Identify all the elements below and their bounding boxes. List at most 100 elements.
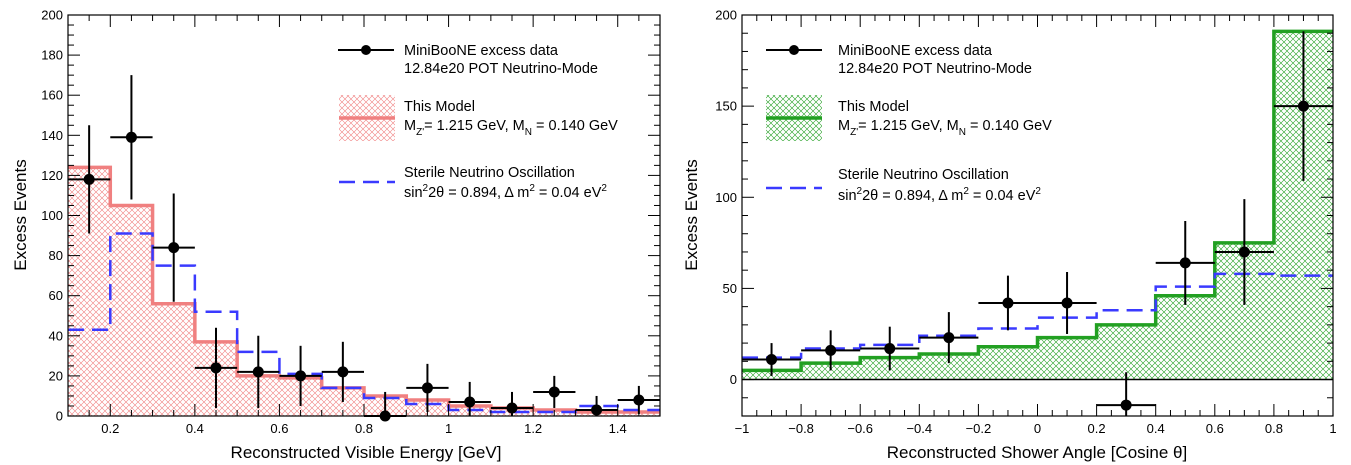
y-tick-label: 150 [715,99,737,114]
data-point-2 [860,326,920,371]
x-tick-label: 0.8 [355,421,373,436]
data-point-5 [279,345,322,406]
y-tick-label: 180 [41,48,63,63]
legend-model-label: This Model [838,99,909,115]
model-hatched-area [68,167,660,416]
data-point-2 [152,193,195,302]
data-points [68,75,660,422]
y-axis-label: Excess Events [682,159,701,271]
data-marker [943,332,955,344]
x-tick-label: −1 [735,421,750,436]
y-tick-label: 200 [715,8,737,23]
legend: MiniBooNE excess data 12.84e20 POT Neutr… [766,43,1052,204]
energy-chart-panel: 0.2 0.4 0.6 0.8 1 1.2 1.4 0 20 40 60 80 100 120 140 16… [11,8,661,462]
data-marker [548,386,560,398]
x-tick-label: 0.2 [101,421,119,436]
x-tick-label: 0.8 [1265,421,1283,436]
y-tick-label: 200 [41,8,63,23]
legend-data-marker [361,45,371,55]
y-tick-label: 120 [41,168,63,183]
angle-chart-panel: −1 −0.8 −0.6 −0.4 −0.2 0 0.2 0.4 0.6 0.8 1 0 50 100 1… [682,8,1337,463]
data-point-13 [617,385,660,414]
legend-osc-params: sin22θ = 0.894, Δ m2 = 0.04 eV2 [838,186,1041,204]
y-tick-label: 60 [49,288,63,303]
x-tick-label: −0.4 [906,421,932,436]
data-point-3 [194,327,238,408]
y-tick-label: 50 [723,281,737,296]
data-marker [1179,257,1191,269]
y-tick-label: 0 [56,409,63,424]
legend-model-label: This Model [404,99,475,115]
x-tick-label: 0 [1034,421,1041,436]
y-tick-label: 0 [730,372,737,387]
y-tick-labels: 0 20 40 60 80 100 120 140 160 180 200 [41,8,63,424]
y-tick-label: 80 [49,248,63,263]
data-marker [766,353,778,365]
y-tick-label: 160 [41,88,63,103]
x-tick-label: 0.6 [1206,421,1224,436]
x-tick-label: 0.6 [270,421,288,436]
data-marker [1297,100,1309,112]
data-marker [1002,297,1014,309]
model-filled-histogram [68,165,660,416]
data-point-0 [742,343,802,376]
data-point-5 [1037,272,1097,334]
data-marker [125,131,137,143]
data-point-4 [237,335,280,408]
x-tick-label: 0.4 [186,421,204,436]
x-tick-label: 0.2 [1088,421,1106,436]
data-marker [1120,399,1132,411]
data-point-7 [1155,220,1215,305]
data-point-8 [406,363,449,412]
data-marker [633,394,645,406]
data-point-1 [801,330,861,371]
legend-osc-params: sin22θ = 0.894, Δ m2 = 0.04 eV2 [404,183,607,201]
data-marker [464,396,476,408]
data-marker [252,366,264,378]
x-tick-label: −0.8 [788,421,814,436]
legend-data-label: MiniBooNE excess data [404,43,559,59]
data-marker [506,402,518,414]
x-tick-label: 1 [445,421,452,436]
y-tick-label: 140 [41,128,63,143]
data-points [742,31,1333,416]
data-marker [1061,297,1073,309]
x-tick-label: −0.6 [847,421,873,436]
x-tick-label: 0.4 [1147,421,1165,436]
data-marker [295,370,307,382]
data-marker [591,404,603,416]
x-tick-label: 1 [1329,421,1336,436]
x-axis-label: Reconstructed Visible Energy [GeV] [231,443,502,462]
data-marker [337,366,349,378]
axes-frame [741,14,1334,417]
x-tick-label: 1.2 [524,421,542,436]
legend-model-params: MZ'= 1.215 GeV, MN = 0.140 GeV [404,118,618,138]
data-marker [83,173,95,185]
data-point-0 [68,125,111,234]
data-marker [1238,246,1250,258]
x-tick-label: −0.2 [966,421,992,436]
legend-osc-label: Sterile Neutrino Oscillation [838,167,1009,183]
x-axis-label: Reconstructed Shower Angle [Cosine θ] [887,443,1188,462]
data-point-1 [110,75,153,200]
y-tick-label: 20 [49,368,63,383]
y-axis-label: Excess Events [11,159,30,271]
data-marker [825,344,837,356]
legend: MiniBooNE excess data 12.84e20 POT Neutr… [338,43,618,201]
data-point-11 [533,375,576,408]
data-marker [168,242,180,254]
x-tick-label: 1.4 [609,421,627,436]
oscillation-dashed-histogram [68,232,660,414]
data-marker [210,362,222,374]
data-marker [421,382,433,394]
legend-model-params: MZ'= 1.215 GeV, MN = 0.140 GeV [838,118,1052,138]
legend-data-sublabel: 12.84e20 POT Neutrino-Mode [404,61,598,77]
legend-data-marker [789,45,799,55]
data-point-3 [919,312,979,364]
y-tick-label: 40 [49,328,63,343]
data-point-6 [1096,372,1156,416]
data-point-8 [1214,199,1274,305]
y-tick-label: 100 [715,190,737,205]
axes-frame [67,14,661,417]
